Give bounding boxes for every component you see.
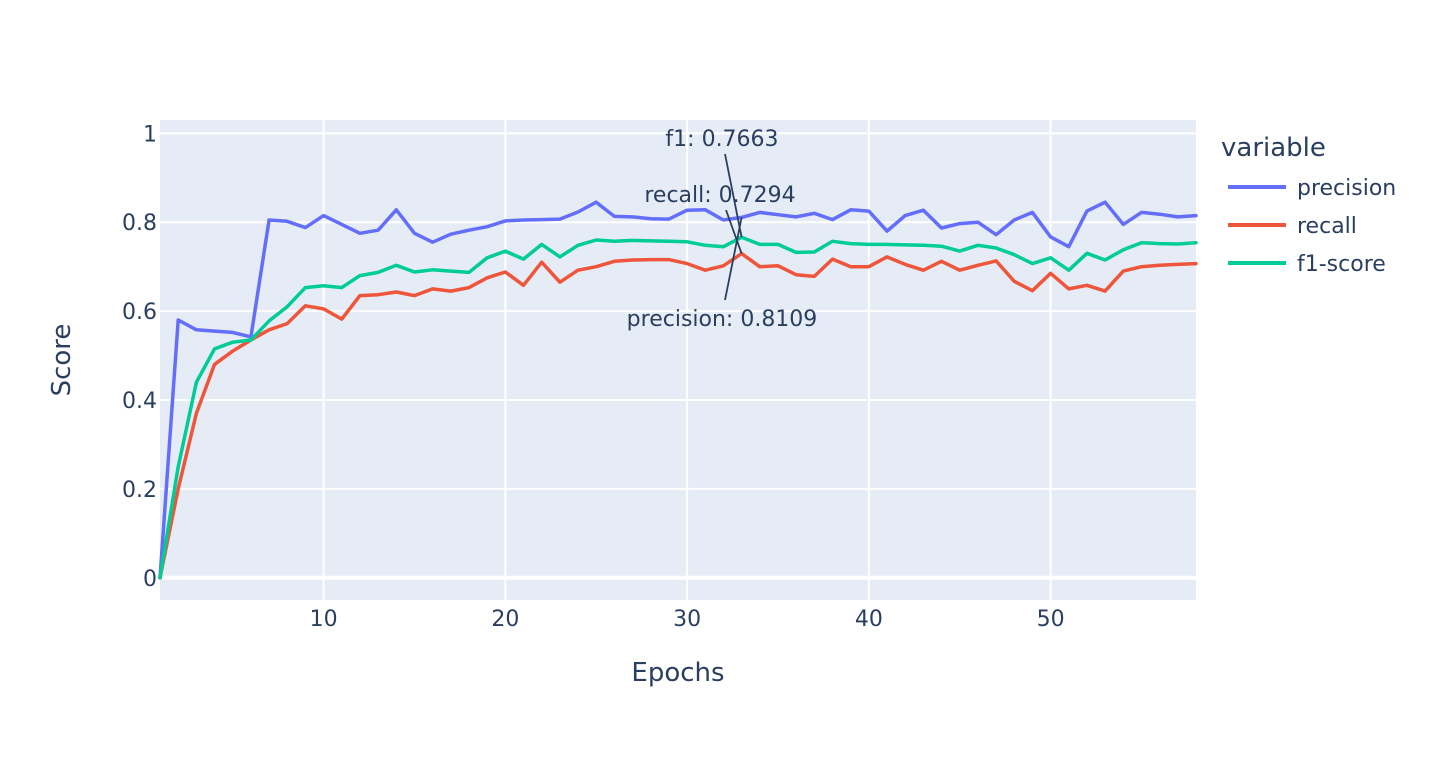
y-axis-ticks: 0 0.2 0.4 0.6 0.8 1 <box>122 122 157 591</box>
series-lines <box>158 200 1198 580</box>
series-line-f1-score <box>158 235 1198 580</box>
legend-item-precision[interactable]: precision <box>1228 176 1396 201</box>
legend-label: recall <box>1297 214 1357 239</box>
x-axis-title: Epochs <box>631 658 724 688</box>
legend-label: precision <box>1297 176 1396 201</box>
y-tick-label: 1 <box>143 122 157 147</box>
legend-label: f1-score <box>1297 252 1386 277</box>
x-tick-label: 20 <box>491 607 519 632</box>
y-tick-label: 0.2 <box>122 478 157 503</box>
annotation-arrow <box>724 217 743 301</box>
y-tick-label: 0.8 <box>122 211 157 236</box>
annotation-label: precision: 0.8109 <box>627 307 818 332</box>
x-axis-ticks: 10 20 30 40 50 <box>310 607 1065 632</box>
annotation-label: f1: 0.7663 <box>665 127 778 152</box>
x-tick-label: 10 <box>310 607 338 632</box>
legend-title: variable <box>1221 133 1326 163</box>
x-tick-label: 30 <box>673 607 701 632</box>
series-line-recall <box>158 251 1198 580</box>
y-tick-label: 0 <box>143 567 157 592</box>
y-axis-title: Score <box>47 324 77 397</box>
grid-lines <box>160 120 1196 600</box>
y-tick-label: 0.4 <box>122 389 157 414</box>
hover-annotations: f1: 0.7663 recall: 0.7294 precision: 0.810… <box>627 127 818 332</box>
legend-item-recall[interactable]: recall <box>1228 214 1357 239</box>
plot-background <box>160 120 1196 600</box>
y-tick-label: 0.6 <box>122 300 157 325</box>
x-tick-label: 50 <box>1037 607 1065 632</box>
series-line-precision <box>158 200 1198 580</box>
x-tick-label: 40 <box>855 607 883 632</box>
annotation-arrow <box>725 209 743 254</box>
legend-item-f1-score[interactable]: f1-score <box>1228 252 1386 277</box>
annotation-arrow <box>724 153 743 238</box>
legend: variable precision recall f1-score <box>1221 133 1396 277</box>
annotation-label: recall: 0.7294 <box>644 183 795 208</box>
